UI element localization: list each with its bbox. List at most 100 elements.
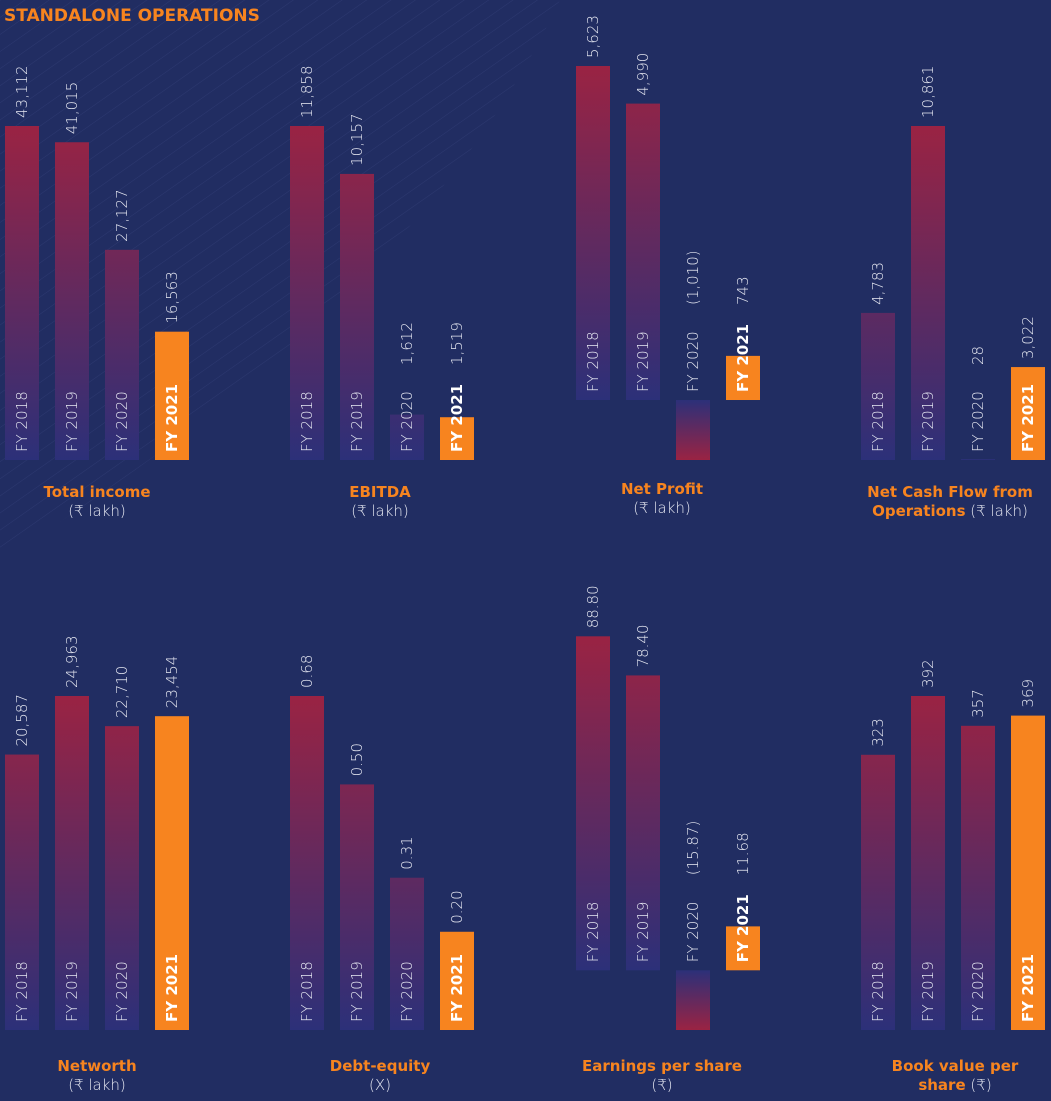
bar xyxy=(676,970,710,1030)
value-label: 0.31 xyxy=(398,836,416,869)
value-label: 5,623 xyxy=(584,15,602,58)
chart-title: Book value per share xyxy=(891,1057,1019,1094)
bar xyxy=(911,126,945,460)
bar xyxy=(155,331,189,460)
bar xyxy=(290,696,324,1030)
bar xyxy=(626,103,660,401)
category-label: FY 2020 xyxy=(969,961,987,1022)
bar xyxy=(105,249,139,460)
category-label: FY 2019 xyxy=(63,391,81,452)
category-label: FY 2020 xyxy=(684,902,702,963)
chart-subtitle: (₹ lakh) xyxy=(68,1076,126,1094)
bar xyxy=(290,126,324,460)
caption: Earnings per share (₹) xyxy=(562,1057,762,1095)
bar xyxy=(55,696,89,1030)
category-label: FY 2019 xyxy=(348,961,366,1022)
value-label: 369 xyxy=(1019,679,1037,708)
bar xyxy=(961,459,995,460)
value-label: 43,112 xyxy=(13,66,31,119)
bar xyxy=(390,414,424,460)
value-label: 16,563 xyxy=(163,271,181,324)
value-label: 23,454 xyxy=(163,656,181,709)
caption: Debt-equity (X) xyxy=(280,1057,480,1095)
chart-subtitle: (₹) xyxy=(651,1076,673,1094)
value-label: 743 xyxy=(734,276,752,305)
category-label: FY 2019 xyxy=(634,902,652,963)
bar xyxy=(105,726,139,1030)
bar xyxy=(440,931,474,1030)
bar xyxy=(1011,367,1045,460)
category-label: FY 2021 xyxy=(163,954,181,1022)
value-label: 0.68 xyxy=(298,655,316,688)
bar xyxy=(676,400,710,460)
category-label: FY 2020 xyxy=(113,391,131,452)
category-label: FY 2019 xyxy=(919,961,937,1022)
category-label: FY 2020 xyxy=(684,331,702,392)
category-label: FY 2019 xyxy=(919,391,937,452)
category-label: FY 2018 xyxy=(869,961,887,1022)
caption: Net Profit (₹ lakh) xyxy=(562,480,762,518)
value-label: 357 xyxy=(969,689,987,718)
value-label: 392 xyxy=(919,659,937,688)
value-label: 11,858 xyxy=(298,66,316,119)
chart-subtitle: (X) xyxy=(369,1076,391,1094)
value-label: 1,612 xyxy=(398,322,416,365)
category-label: FY 2018 xyxy=(13,961,31,1022)
category-label: FY 2019 xyxy=(348,391,366,452)
chart-subtitle: (₹ lakh) xyxy=(970,502,1028,520)
caption: Networth (₹ lakh) xyxy=(0,1057,197,1095)
bar xyxy=(5,754,39,1030)
category-label: FY 2021 xyxy=(1019,954,1037,1022)
value-label: 0.50 xyxy=(348,743,366,776)
category-label: FY 2020 xyxy=(969,391,987,452)
caption: Total income (₹ lakh) xyxy=(0,483,197,521)
value-label: 4,783 xyxy=(869,262,887,305)
value-label: 3,022 xyxy=(1019,316,1037,359)
chart-title: Earnings per share xyxy=(582,1057,742,1075)
value-label: 24,963 xyxy=(63,636,81,689)
category-label: FY 2018 xyxy=(869,391,887,452)
value-label: 1,519 xyxy=(448,322,466,365)
value-label: 28 xyxy=(969,346,987,365)
chart-title: EBITDA xyxy=(349,483,411,501)
category-label: FY 2020 xyxy=(398,961,416,1022)
chart-subtitle: (₹) xyxy=(970,1076,992,1094)
bar xyxy=(340,784,374,1030)
category-label: FY 2018 xyxy=(584,902,602,963)
bar xyxy=(55,142,89,460)
chart-title: Net Profit xyxy=(620,480,704,498)
value-label: 88.80 xyxy=(584,585,602,628)
value-label: 10,861 xyxy=(919,66,937,119)
bar xyxy=(155,716,189,1030)
value-label: 11.68 xyxy=(734,832,752,875)
bar xyxy=(1011,715,1045,1030)
category-label: FY 2021 xyxy=(448,954,466,1022)
category-label: FY 2021 xyxy=(448,384,466,452)
category-label: FY 2021 xyxy=(163,384,181,452)
caption: Book value per share (₹) xyxy=(880,1057,1030,1095)
chart-title: Debt-equity xyxy=(329,1057,431,1075)
chart-title: Networth xyxy=(57,1057,137,1075)
bar xyxy=(5,126,39,460)
category-label: FY 2018 xyxy=(298,391,316,452)
bar xyxy=(626,675,660,971)
heading: STANDALONE OPERATIONS xyxy=(4,6,260,26)
chart-title: Total income xyxy=(43,483,151,501)
value-label: 78.40 xyxy=(634,624,652,667)
category-label: FY 2018 xyxy=(298,961,316,1022)
value-label: 27,127 xyxy=(113,189,131,242)
bar xyxy=(576,66,610,401)
category-label: FY 2021 xyxy=(1019,384,1037,452)
bar xyxy=(440,417,474,460)
chart-subtitle: (₹ lakh) xyxy=(68,502,126,520)
category-label: FY 2021 xyxy=(734,894,752,962)
chart-subtitle: (₹ lakh) xyxy=(351,502,409,520)
bar xyxy=(576,636,610,971)
bar xyxy=(961,725,995,1030)
category-label: FY 2020 xyxy=(398,391,416,452)
bar xyxy=(861,754,895,1030)
chart-subtitle: (₹ lakh) xyxy=(633,499,691,517)
value-label: 10,157 xyxy=(348,113,366,166)
